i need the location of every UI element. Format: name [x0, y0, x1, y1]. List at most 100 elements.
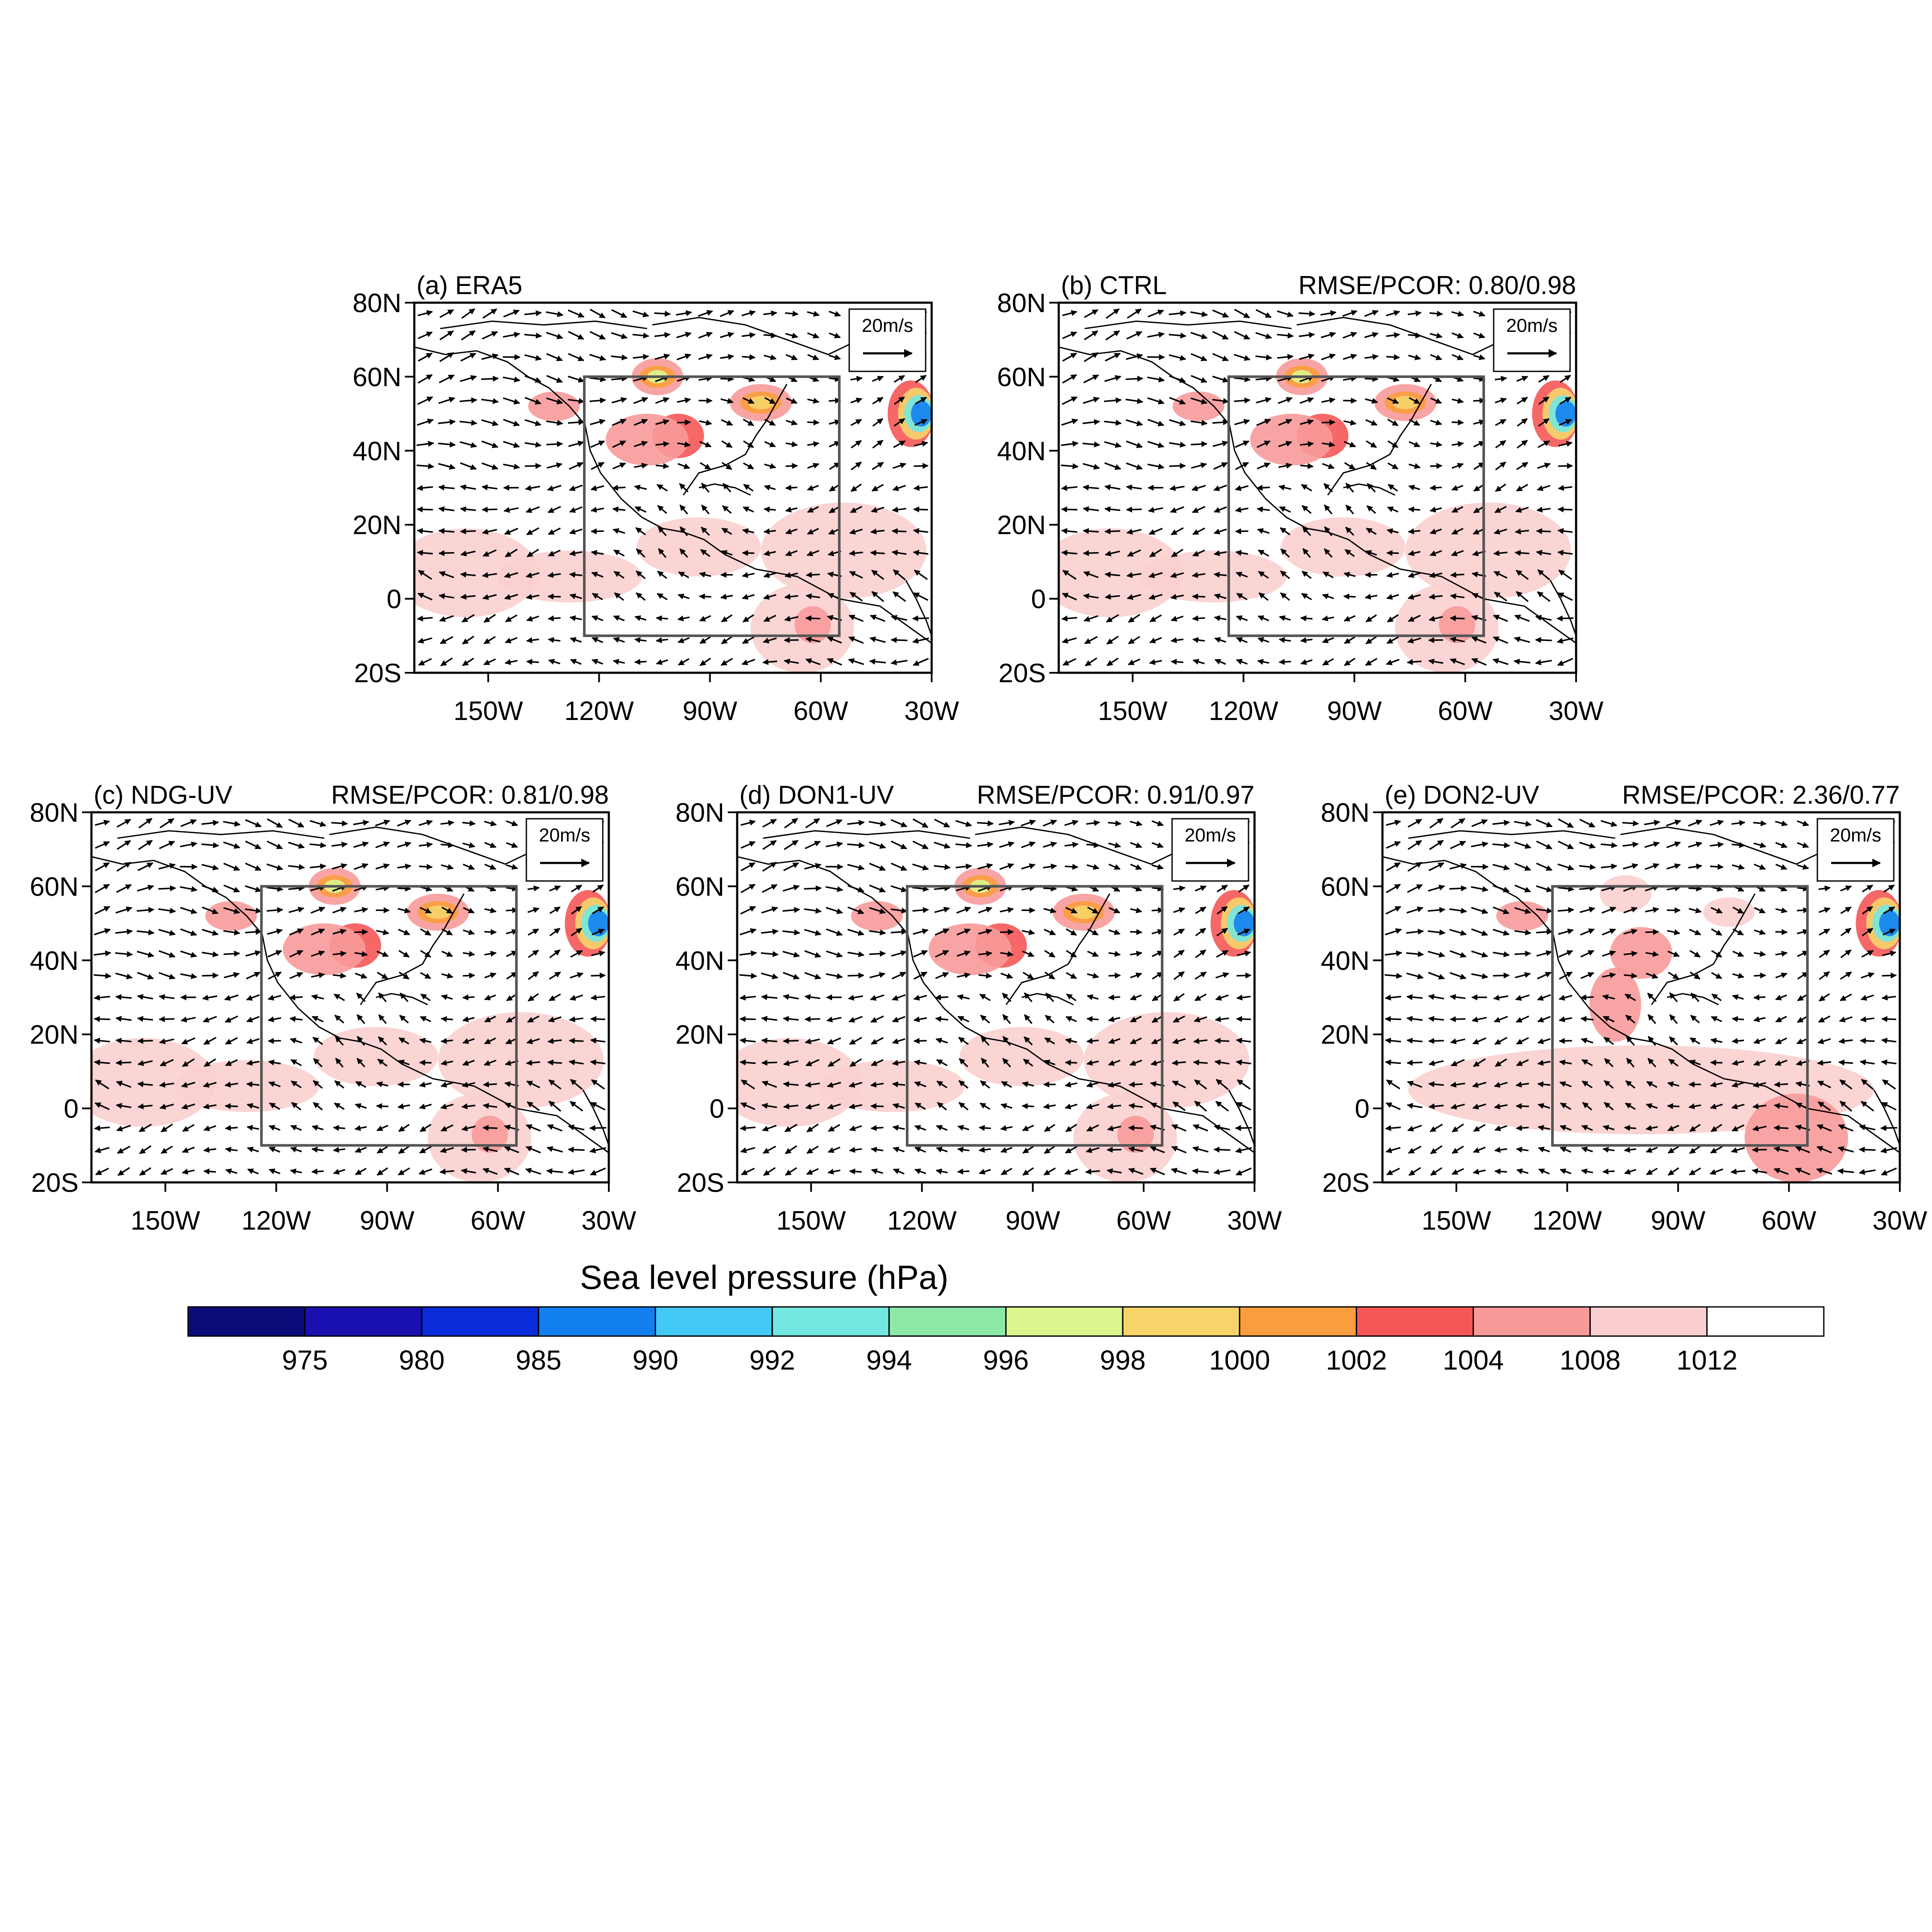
wind-vector	[633, 397, 648, 404]
lat-tick-label: 20S	[1322, 1168, 1370, 1198]
wind-vector	[1255, 375, 1272, 382]
wind-vector	[741, 594, 755, 600]
lat-tick-label: 20S	[31, 1168, 79, 1198]
wind-vector	[913, 485, 928, 491]
wind-vector	[1061, 485, 1078, 491]
lon-tick-label: 60W	[1762, 1206, 1817, 1236]
wind-vector	[741, 310, 756, 316]
wind-vector	[657, 505, 667, 514]
wind-vector	[1430, 529, 1442, 535]
wind-vector	[720, 354, 734, 360]
lon-tick-label: 60W	[471, 1206, 526, 1236]
wind-vector	[742, 572, 755, 578]
wind-vector	[1191, 485, 1206, 491]
wind-vector	[570, 659, 582, 665]
wind-vector	[804, 885, 822, 892]
wind-vector	[1300, 441, 1314, 447]
wind-vector	[1300, 463, 1314, 469]
wind-vector	[1086, 1016, 1099, 1022]
panel-d: 20m/s 80N 60N 40N 20N 0 20S 150W 120W 90W 60W 30W (d…	[675, 781, 1282, 1236]
wind-vector	[1321, 441, 1335, 447]
wind-vector	[461, 308, 475, 319]
map-content	[1059, 308, 1576, 673]
wind-vector	[525, 485, 541, 491]
wind-vector	[1212, 440, 1229, 447]
wind-vector	[547, 506, 561, 513]
colorbar-swatch	[888, 1306, 1007, 1337]
wind-vector	[1062, 331, 1077, 339]
wind-vector	[1190, 332, 1208, 340]
wind-vector	[805, 658, 821, 665]
wind-vector	[546, 397, 563, 404]
wind-vector	[1192, 615, 1205, 622]
colorbar-labels: 975 980 985 990 992 994 996 998 1000 1002 1004 1008…	[282, 1345, 1738, 1376]
wind-vector	[570, 637, 582, 643]
wind-vector	[764, 463, 776, 469]
wind-vector	[591, 615, 604, 621]
wind-vector	[699, 657, 711, 666]
wind-vector	[503, 397, 520, 405]
wind-vector	[1212, 419, 1229, 425]
wind-vector	[784, 658, 799, 665]
wind-vector	[416, 506, 433, 513]
wind-vector	[1061, 528, 1078, 534]
wind-vector	[1257, 506, 1270, 513]
wind-vector	[890, 659, 908, 665]
coastline	[683, 531, 932, 644]
colorbar-level-label: 1000	[1209, 1345, 1270, 1376]
wind-vector	[655, 419, 670, 425]
pressure-shading	[1496, 901, 1548, 931]
wind-vector	[656, 484, 668, 492]
wind-vector	[1409, 441, 1421, 447]
reference-vector-label: 20m/s	[1830, 825, 1881, 846]
wind-vector	[417, 396, 433, 405]
wind-vector	[654, 353, 670, 360]
wind-vector	[589, 376, 606, 383]
wind-vector	[1557, 528, 1573, 534]
wind-vector	[807, 528, 819, 535]
lon-tick-label: 120W	[1532, 1206, 1602, 1236]
wind-vector	[677, 658, 690, 666]
wind-vector	[720, 332, 735, 338]
colorbar-swatch	[655, 1306, 773, 1337]
wind-vector	[786, 397, 798, 404]
lat-tick-label: 20N	[675, 1020, 724, 1050]
lon-tick-label: 120W	[1209, 696, 1278, 726]
wind-vector	[720, 658, 733, 666]
wind-vector	[1279, 527, 1291, 535]
wind-vector	[1556, 615, 1574, 622]
wind-vector	[720, 376, 734, 382]
wind-vector	[1343, 353, 1357, 360]
wind-vector	[546, 419, 563, 426]
wind-vector	[1408, 332, 1422, 339]
wind-vector	[634, 440, 648, 447]
wind-vector	[612, 462, 626, 470]
wind-vector	[1451, 311, 1464, 317]
wind-vector	[1473, 354, 1485, 360]
colorbar-level-label: 992	[749, 1345, 795, 1376]
wind-vector	[1280, 548, 1290, 558]
wind-vector	[1191, 375, 1207, 383]
wind-vector	[721, 636, 733, 644]
lat-tick-label: 80N	[30, 798, 79, 828]
wind-vector	[416, 463, 434, 469]
pressure-shading	[1703, 897, 1755, 927]
wind-vector	[1256, 397, 1272, 404]
lat-tick-label: 0	[710, 1094, 724, 1124]
lat-tick-label: 40N	[1321, 946, 1370, 976]
wind-vector	[417, 374, 433, 384]
wind-vector	[1126, 462, 1143, 470]
wind-vector	[590, 507, 604, 513]
wind-vector	[1062, 310, 1078, 316]
wind-vector	[1538, 418, 1550, 427]
wind-vector	[1343, 441, 1356, 447]
wind-vector	[1387, 397, 1399, 404]
lon-tick-label: 90W	[1005, 1206, 1060, 1236]
wind-vector	[656, 637, 668, 644]
wind-vector	[439, 615, 454, 622]
wind-vector	[1387, 506, 1399, 513]
wind-vector	[1387, 440, 1399, 448]
wind-vector	[440, 842, 454, 848]
colorbar-swatch	[1239, 1306, 1357, 1337]
